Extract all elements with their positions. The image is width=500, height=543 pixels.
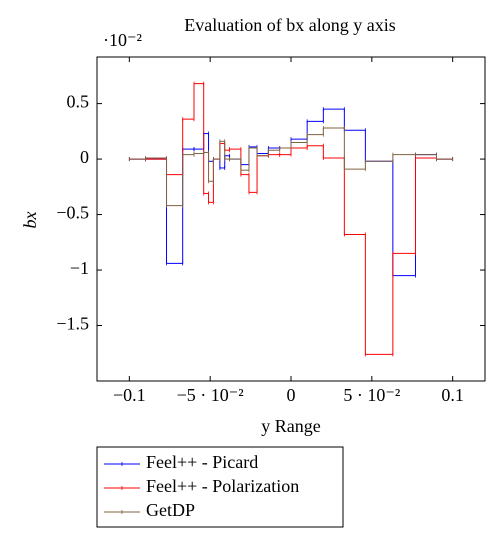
legend-box <box>96 446 344 528</box>
x-tick-label: 0 <box>287 385 296 405</box>
legend-label: Feel++ - Polarization <box>146 476 299 496</box>
plot-frame <box>96 56 486 382</box>
chart-title: Evaluation of bx along y axis <box>184 15 395 35</box>
legend-label: GetDP <box>146 500 195 520</box>
y-tick-label: −0.5 <box>56 203 89 223</box>
x-axis-label: y Range <box>261 416 320 436</box>
y-scale-label: ·10⁻² <box>103 30 142 50</box>
y-tick-label: 0.5 <box>67 92 90 112</box>
y-tick-label: −1.5 <box>56 314 89 334</box>
x-tick-label: −0.1 <box>113 385 146 405</box>
x-tick-label: 5 · 10⁻² <box>343 385 400 405</box>
y-tick-label: 0 <box>80 147 89 167</box>
x-tick-label: −5 · 10⁻² <box>177 385 244 405</box>
y-tick-label: −1 <box>70 258 89 278</box>
x-tick-label: 0.1 <box>441 385 464 405</box>
y-axis-label: bx <box>20 212 40 229</box>
legend-label: Feel++ - Picard <box>146 452 258 472</box>
